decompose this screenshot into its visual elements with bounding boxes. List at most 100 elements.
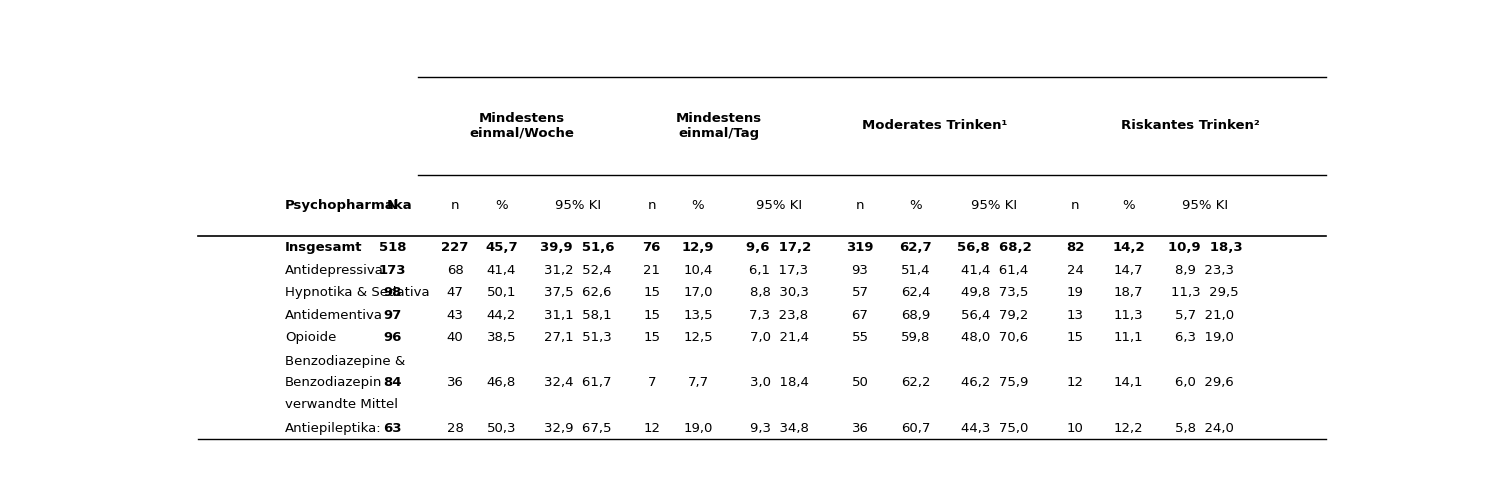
Text: 10,9  18,3: 10,9 18,3 [1168,241,1242,254]
Text: 319: 319 [847,241,873,254]
Text: Riskantes Trinken²: Riskantes Trinken² [1121,120,1260,132]
Text: 173: 173 [379,263,406,276]
Text: 6,1  17,3: 6,1 17,3 [749,263,809,276]
Text: 13,5: 13,5 [684,309,712,322]
Text: 27,1  51,3: 27,1 51,3 [543,331,612,344]
Text: 227: 227 [442,241,469,254]
Text: 11,1: 11,1 [1114,331,1144,344]
Text: Antiepileptika:: Antiepileptika: [285,422,382,435]
Text: n: n [648,199,655,212]
Text: 518: 518 [379,241,406,254]
Text: 36: 36 [446,376,463,389]
Text: 95% KI: 95% KI [555,199,600,212]
Text: %: % [909,199,921,212]
Text: 5,8  24,0: 5,8 24,0 [1175,422,1235,435]
Text: Psychopharmaka: Psychopharmaka [285,199,412,212]
Text: 11,3  29,5: 11,3 29,5 [1171,286,1239,299]
Text: %: % [1123,199,1135,212]
Text: 59,8: 59,8 [900,331,930,344]
Text: 32,4  61,7: 32,4 61,7 [543,376,612,389]
Text: 32,9  67,5: 32,9 67,5 [543,422,612,435]
Text: N: N [387,199,399,212]
Text: 6,0  29,6: 6,0 29,6 [1175,376,1235,389]
Text: 9,6  17,2: 9,6 17,2 [746,241,812,254]
Text: 44,2: 44,2 [487,309,517,322]
Text: 8,8  30,3: 8,8 30,3 [749,286,809,299]
Text: n: n [855,199,864,212]
Text: 45,7: 45,7 [485,241,518,254]
Text: 7,7: 7,7 [687,376,709,389]
Text: 50,1: 50,1 [487,286,517,299]
Text: 36: 36 [851,422,869,435]
Text: 62,4: 62,4 [900,286,930,299]
Text: 14,7: 14,7 [1114,263,1144,276]
Text: 21: 21 [643,263,660,276]
Text: Opioide: Opioide [285,331,336,344]
Text: 41,4  61,4: 41,4 61,4 [960,263,1027,276]
Text: 67: 67 [851,309,869,322]
Text: 18,7: 18,7 [1114,286,1144,299]
Text: 97: 97 [384,309,402,322]
Text: 10: 10 [1067,422,1084,435]
Text: 43: 43 [446,309,463,322]
Text: 17,0: 17,0 [684,286,712,299]
Text: Hypnotika & Sedativa: Hypnotika & Sedativa [285,286,430,299]
Text: 98: 98 [384,286,402,299]
Text: Insgesamt: Insgesamt [285,241,363,254]
Text: n: n [451,199,460,212]
Text: 11,3: 11,3 [1114,309,1144,322]
Text: 5,7  21,0: 5,7 21,0 [1175,309,1235,322]
Text: 46,8: 46,8 [487,376,517,389]
Text: 3,0  18,4: 3,0 18,4 [749,376,809,389]
Text: 9,3  34,8: 9,3 34,8 [749,422,809,435]
Text: 49,8  73,5: 49,8 73,5 [960,286,1029,299]
Text: 7,3  23,8: 7,3 23,8 [749,309,809,322]
Text: %: % [496,199,508,212]
Text: verwandte Mittel: verwandte Mittel [285,398,399,411]
Text: 7: 7 [648,376,655,389]
Text: 62,7: 62,7 [899,241,932,254]
Text: 96: 96 [384,331,402,344]
Text: Benzodiazepine &: Benzodiazepine & [285,355,405,368]
Text: 15: 15 [643,331,660,344]
Text: 68: 68 [446,263,463,276]
Text: 15: 15 [643,309,660,322]
Text: 12: 12 [1067,376,1084,389]
Text: 47: 47 [446,286,463,299]
Text: 13: 13 [1067,309,1084,322]
Text: 39,9  51,6: 39,9 51,6 [540,241,615,254]
Text: 12,5: 12,5 [684,331,712,344]
Text: 7,0  21,4: 7,0 21,4 [749,331,809,344]
Text: 12: 12 [643,422,660,435]
Text: 41,4: 41,4 [487,263,517,276]
Text: 56,4  79,2: 56,4 79,2 [960,309,1029,322]
Text: n: n [1070,199,1079,212]
Text: 63: 63 [384,422,402,435]
Text: 95% KI: 95% KI [972,199,1017,212]
Text: 82: 82 [1066,241,1084,254]
Text: 37,5  62,6: 37,5 62,6 [543,286,612,299]
Text: Moderates Trinken¹: Moderates Trinken¹ [861,120,1008,132]
Text: 38,5: 38,5 [487,331,517,344]
Text: 95% KI: 95% KI [755,199,802,212]
Text: 24: 24 [1067,263,1084,276]
Text: 19: 19 [1067,286,1084,299]
Text: 14,2: 14,2 [1112,241,1145,254]
Text: 44,3  75,0: 44,3 75,0 [960,422,1029,435]
Text: 40: 40 [446,331,463,344]
Text: 15: 15 [1067,331,1084,344]
Text: 12,9: 12,9 [682,241,714,254]
Text: 68,9: 68,9 [900,309,930,322]
Text: Mindestens
einmal/Woche: Mindestens einmal/Woche [470,112,575,140]
Text: 60,7: 60,7 [900,422,930,435]
Text: 93: 93 [851,263,869,276]
Text: 46,2  75,9: 46,2 75,9 [960,376,1029,389]
Text: 55: 55 [851,331,869,344]
Text: 6,3  19,0: 6,3 19,0 [1175,331,1235,344]
Text: 50,3: 50,3 [487,422,517,435]
Text: 31,2  52,4: 31,2 52,4 [543,263,612,276]
Text: Antidementiva: Antidementiva [285,309,384,322]
Text: 28: 28 [446,422,463,435]
Text: 12,2: 12,2 [1114,422,1144,435]
Text: 95% KI: 95% KI [1182,199,1227,212]
